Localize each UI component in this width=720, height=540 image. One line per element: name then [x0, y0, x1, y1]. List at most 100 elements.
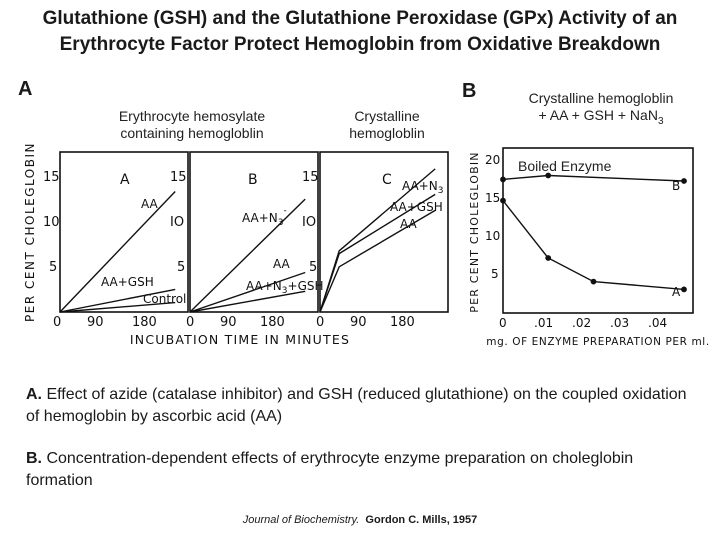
chart-c-label-aa-n3: AA+N3	[402, 179, 444, 196]
data-point-0-2	[681, 178, 687, 184]
data-point-0-1	[545, 172, 552, 179]
caption-crystalline-line2: hemogloblin	[349, 125, 425, 141]
page-title: Glutathione (GSH) and the Glutathione Pe…	[0, 6, 720, 58]
caption-panel-b-sub: 3	[657, 115, 664, 127]
chart-a-y-axis: 15 10 5	[43, 170, 60, 275]
caption-panel-b-n: N	[647, 107, 658, 123]
chart-c-panel-label: C	[382, 172, 392, 188]
chart-panel-b-xlabel: mg. OF ENZYME PREPARATION PER ml.	[486, 336, 710, 348]
chart-a-xtick-0: 0	[53, 315, 61, 330]
citation: Journal of Biochemistry. Gordon C. Mills…	[0, 514, 720, 526]
chart-panel-b-x-ticks: 0 .01 .02 .03 .04	[499, 316, 667, 330]
chart-b-panel-label: B	[248, 172, 258, 188]
citation-journal: Journal of Biochemistry.	[242, 514, 360, 526]
chart-b-ytick-5: 5	[177, 260, 185, 275]
chart-a-ytick-5: 5	[49, 260, 57, 275]
chart-a-label-aa-gsh: AA+GSH	[101, 275, 154, 289]
chart-panel-b-y-ticks: 20 15 10 5	[485, 153, 500, 281]
title-line-1: Glutathione (GSH) and the Glutathione Pe…	[42, 8, 678, 29]
chart-b-xtick-0: 0	[186, 315, 194, 330]
caption-hemolysate: Erythrocyte hemosylate containing hemogl…	[94, 108, 290, 142]
chart-c-ytick-5: 5	[309, 260, 317, 275]
data-point-1-0	[500, 197, 506, 204]
chart-panel-b-series-b-label: B	[672, 179, 680, 193]
chart-c-xtick-90: 90	[350, 315, 367, 330]
series-line-0-1	[59, 288, 176, 313]
description-a: A. Effect of azide (catalase inhibitor) …	[26, 384, 696, 428]
series-line-0-2	[59, 301, 176, 313]
panel-b-letter: B	[462, 80, 477, 102]
chart-b-frame	[189, 151, 319, 313]
caption-panel-b: Crystalline hemogloblin + AA + GSH + NaN…	[496, 90, 706, 130]
caption-hemolysate-line1: Erythrocyte hemosylate	[118, 108, 266, 124]
series-line-3-1	[502, 200, 685, 291]
chart-c-xtick-180: 180	[390, 315, 415, 330]
chart-c-frame	[319, 151, 449, 313]
caption-panel-b-line2: + AA + GSH + Na	[538, 107, 648, 123]
series-line-0-0	[59, 191, 176, 313]
description-a-text: Effect of azide (catalase inhibitor) and…	[26, 386, 687, 425]
chart-c-label-aa-gsh: AA+GSH	[390, 200, 443, 214]
chart-b-ytick-15: 15	[170, 170, 187, 185]
chart-c-ytick-10: IO	[302, 215, 316, 230]
caption-hemolysate-line2: containing hemogloblin	[120, 125, 264, 141]
chart-c-y-axis: 15 IO 5	[302, 170, 319, 275]
boiled-enzyme-annotation: Boiled Enzyme	[518, 158, 612, 174]
panel-a-frames	[59, 147, 694, 314]
chart-a-ytick-10: 10	[43, 215, 60, 230]
chart-a-panel-label: A	[120, 172, 130, 188]
data-point-1-2	[590, 278, 597, 285]
chart-b-ytick-10: IO	[170, 215, 184, 230]
chart-a-xtick-90: 90	[87, 315, 104, 330]
citation-author: Gordon C. Mills, 1957	[365, 514, 478, 526]
series-line-3-0	[502, 174, 685, 182]
chart-panel-b-xtick-0: 0	[499, 316, 507, 330]
chart-a-ytick-15: 15	[43, 170, 60, 185]
chart-b-panel-frame	[502, 147, 694, 314]
chart-panel-b-ytick-10: 10	[485, 229, 500, 243]
chart-a-ylabel: PER CENT CHOLEGLOBIN	[23, 142, 37, 322]
panel-a-x-ticks: 0 90 180 0 90 180 0 90 180	[53, 315, 415, 330]
description-b-label: B.	[26, 450, 42, 467]
series-line-1-0	[189, 198, 306, 313]
chart-panel-b-xtick-03: .03	[610, 316, 629, 330]
chart-c-ytick-15: 15	[302, 170, 319, 185]
chart-c-xtick-0: 0	[316, 315, 324, 330]
chart-a-label-control: Control	[143, 292, 186, 306]
data-point-0-0	[500, 176, 506, 183]
data-point-1-1	[545, 255, 552, 261]
series-line-1-2	[189, 290, 306, 313]
caption-crystalline: Crystalline hemogloblin	[322, 108, 452, 142]
series-layer	[59, 168, 687, 313]
chart-panel-b-ylabel: PER CENT CHOLEGLOBIN	[468, 151, 481, 312]
chart-panel-b-xtick-04: .04	[648, 316, 667, 330]
series-line-2-2	[319, 209, 436, 313]
chart-b-y-axis: 15 IO 5	[170, 170, 187, 275]
chart-b-label-aa: AA	[273, 257, 291, 271]
panel-a-xlabel: INCUBATION TIME IN MINUTES	[130, 332, 350, 347]
series-line-2-1	[319, 193, 436, 313]
chart-panel-b-ytick-20: 20	[485, 153, 500, 167]
chart-b-label-aa-n3-gsh: AA+N3+GSH	[246, 279, 324, 296]
chart-panel-b-series-a-label: A	[672, 285, 681, 299]
chart-a-frame	[59, 151, 189, 313]
chart-a-xtick-180: 180	[132, 315, 157, 330]
chart-a-label-aa: AA	[141, 197, 159, 211]
description-a-label: A.	[26, 386, 42, 403]
title-line-2: Erythrocyte Factor Protect Hemoglobin fr…	[59, 34, 661, 55]
chart-panel-b-ytick-5: 5	[491, 267, 499, 281]
description-b-text: Concentration-dependent effects of eryth…	[26, 450, 634, 489]
series-line-1-1	[189, 271, 306, 313]
data-point-1-3	[681, 286, 687, 293]
caption-crystalline-line1: Crystalline	[354, 108, 420, 124]
chart-b-xtick-90: 90	[220, 315, 237, 330]
chart-panel-b-xtick-01: .01	[534, 316, 553, 330]
description-b: B. Concentration-dependent effects of er…	[26, 448, 696, 492]
chart-a-series-labels: AA AA+GSH Control	[101, 197, 186, 306]
caption-panel-b-line1: Crystalline hemogloblin	[528, 90, 674, 106]
chart-c-label-aa: AA	[400, 217, 418, 231]
chart-panel-b-ytick-15: 15	[485, 191, 500, 205]
chart-c-series-labels: AA+N3 AA+GSH AA	[390, 179, 444, 231]
chart-b-xtick-180: 180	[260, 315, 285, 330]
